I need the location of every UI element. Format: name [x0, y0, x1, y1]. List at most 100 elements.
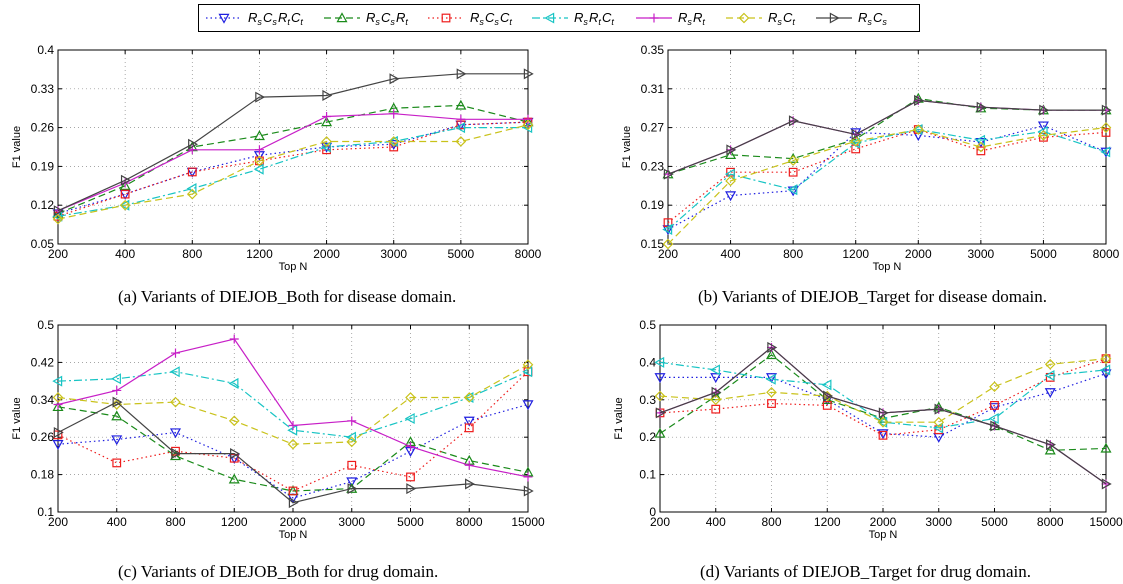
data-point-RsCt [119, 199, 131, 211]
data-point-RsCt [522, 359, 534, 371]
series-line-RsCsRt [667, 97, 1106, 175]
data-point-RsCs [288, 497, 299, 509]
data-point-RsCs [322, 89, 333, 101]
x-tick-label: 5000 [981, 515, 1008, 529]
data-point-RsCs [788, 115, 799, 127]
x-tick-label: 1200 [221, 515, 248, 529]
x-axis-label: Top N [279, 261, 308, 273]
data-point-RsCsRtCt [988, 403, 1001, 414]
data-point-RsCs [389, 73, 400, 85]
data-point-RsCt [321, 136, 332, 147]
data-point-RsCsRt [111, 410, 123, 421]
data-point-RsCt [186, 188, 198, 200]
data-point-RsCt [287, 438, 299, 450]
x-tick-label: 5000 [448, 247, 475, 261]
x-tick-label: 8000 [515, 247, 542, 261]
data-point-RsCs [1046, 439, 1056, 451]
x-tick-label: 5000 [397, 515, 424, 529]
data-point-RsRt [171, 348, 180, 358]
chart-d: 0 0.1 0.2 0.3 0.4 0.5 200 400 800 1200 2000 3000 500… [613, 318, 1123, 541]
series-line-RsCs [57, 401, 529, 504]
x-axis-label: Top N [869, 529, 898, 541]
data-point-RsCs [1039, 104, 1050, 116]
data-point-RsCsRtCt [662, 225, 674, 236]
data-point-RsCt [710, 394, 722, 406]
data-point-RsCt [1044, 358, 1056, 370]
y-tick-label: 0.23 [641, 159, 665, 173]
legend-marker-RsRtCt [544, 12, 555, 24]
data-point-RsRt [523, 114, 533, 124]
data-point-RsCsRt [1100, 442, 1112, 453]
data-point-RsCt [877, 416, 889, 428]
data-point-RsCsRtCt [169, 428, 182, 439]
x-tick-label: 200 [650, 515, 670, 529]
data-point-RsCt [725, 175, 736, 187]
series-line-RsCsRtCt [667, 125, 1107, 230]
x-tick-label: 5000 [1030, 247, 1057, 261]
legend-label-RsCsCt: Rs Cs Ct [470, 10, 513, 27]
legend-marker-RsCsCt [441, 13, 451, 23]
data-point-RsCs [767, 341, 778, 353]
y-tick-label: 0.15 [641, 237, 665, 251]
series-line-RsCt [667, 127, 1107, 245]
data-point-RsRt [288, 421, 298, 431]
x-tick-label: 1200 [814, 515, 841, 529]
data-point-RsCsCt [406, 472, 415, 482]
series-line-RsCsCt [667, 128, 1107, 224]
data-point-RsCsCt [288, 486, 298, 496]
data-point-RsCsCt [1101, 128, 1111, 137]
data-point-RsCt [654, 390, 666, 402]
data-point-RsCsCt [788, 167, 798, 177]
data-point-RsRtCt [765, 373, 776, 385]
x-tick-label: 2000 [905, 247, 932, 261]
chart-legend: Rs Cs Rt Ct Rs Cs Rt Rs Cs Ct Rs Rt Ct R… [198, 4, 920, 32]
data-point-RsCsCt [767, 399, 776, 408]
y-tick-label: 0.5 [639, 318, 656, 332]
data-point-RsRtCt [228, 377, 239, 389]
data-point-RsCs [1101, 104, 1112, 116]
x-tick-label: 400 [706, 515, 726, 529]
data-point-RsRtCt [710, 364, 720, 376]
plot-area [58, 50, 528, 244]
data-point-RsCt [850, 135, 862, 147]
data-point-RsRt [347, 416, 357, 426]
legend-entry-RsRtCt: Rs Rt Ct [532, 10, 614, 27]
data-point-RsCs [171, 448, 182, 460]
plot-area [668, 50, 1106, 244]
series-RsCsCt [53, 367, 533, 496]
series-line-RsCs [659, 346, 1107, 485]
y-tick-label: 0.3 [639, 393, 656, 407]
data-point-RsCt [933, 416, 945, 428]
data-point-RsCt [975, 141, 987, 153]
legend-entry-RsRt: Rs Rt [636, 10, 705, 27]
data-point-RsRt [322, 112, 332, 122]
data-point-RsRtCt [1044, 369, 1055, 382]
data-point-RsCsCt [187, 167, 197, 177]
data-point-RsCt [912, 124, 924, 135]
series-RsCs [53, 68, 534, 217]
data-point-RsCsRtCt [1100, 147, 1112, 158]
data-point-RsCt [522, 119, 534, 131]
x-tick-label: 8000 [1093, 247, 1120, 261]
data-point-RsCs [851, 128, 862, 140]
y-tick-label: 0.19 [31, 159, 55, 173]
data-point-RsRtCt [787, 184, 798, 196]
data-point-RsCs [230, 448, 240, 460]
series-line-RsRt [57, 113, 528, 212]
series-RsCt [662, 122, 1112, 250]
series-line-RsCt [57, 364, 529, 445]
y-tick-label: 0.27 [641, 121, 665, 135]
x-tick-label: 1200 [842, 247, 869, 261]
y-tick-label: 0.26 [31, 121, 55, 135]
series-line-RsRtCt [57, 371, 529, 438]
data-point-RsCsRtCt [463, 416, 475, 427]
series-RsCs [663, 94, 1112, 180]
y-tick-label: 0.18 [31, 468, 55, 482]
data-point-RsCs [112, 396, 123, 408]
data-point-RsCs [347, 483, 358, 495]
series-line-RsCsRt [57, 104, 529, 215]
y-axis-label: F1 value [11, 126, 23, 168]
legend-label-RsCt: Rs Ct [768, 10, 796, 27]
data-point-RsCt [52, 213, 64, 225]
legend-marker-RsCs [829, 12, 840, 24]
